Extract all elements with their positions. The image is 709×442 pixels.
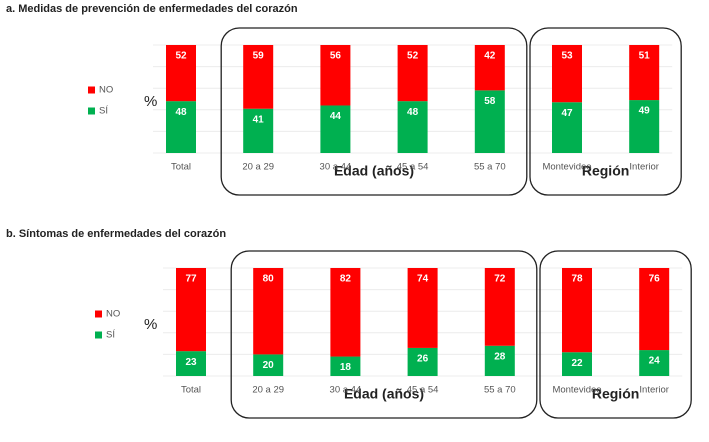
value-label: 22 <box>571 358 583 369</box>
bar-segment <box>397 45 428 102</box>
chart-title: a. Medidas de prevención de enfermedades… <box>6 3 298 15</box>
chart-title: b. Síntomas de enfermedades del corazón <box>6 228 226 240</box>
group-box <box>529 27 682 196</box>
value-label: 80 <box>263 274 275 285</box>
value-label: 59 <box>253 51 265 62</box>
x-tick-label: Total <box>181 385 201 396</box>
value-label: 41 <box>253 114 265 125</box>
bar-segment <box>243 108 274 153</box>
bar-segment <box>320 45 351 106</box>
x-tick-label: 30 a 44 <box>330 385 362 396</box>
group-label: Edad (años) <box>344 386 424 402</box>
bar-segment <box>639 268 670 351</box>
bar-segment <box>629 100 660 153</box>
value-label: 78 <box>571 274 583 285</box>
value-label: 56 <box>330 51 342 62</box>
bar-segment <box>562 352 592 376</box>
y-axis-label: % <box>144 93 157 110</box>
x-tick-label: 20 a 29 <box>252 385 284 396</box>
x-tick-label: 30 a 44 <box>320 162 352 173</box>
bar-segment <box>166 45 196 102</box>
x-tick-label: 20 a 29 <box>242 162 274 173</box>
x-tick-label: 55 a 70 <box>474 162 506 173</box>
bar-segment <box>176 351 206 376</box>
value-label: 18 <box>340 362 352 373</box>
x-tick-label: Interior <box>639 385 669 396</box>
legend-swatch <box>95 331 102 339</box>
x-tick-label: Montevideo <box>552 385 601 396</box>
legend-swatch <box>95 310 102 318</box>
group-label: Edad (años) <box>334 163 414 179</box>
value-label: 24 <box>649 356 661 367</box>
group-box <box>220 27 528 196</box>
group-box <box>230 250 538 419</box>
bar-segment <box>320 105 351 153</box>
bar-segment <box>330 268 361 357</box>
x-tick-label: Interior <box>629 162 659 173</box>
bar-segment <box>639 350 670 376</box>
value-label: 20 <box>263 360 275 371</box>
group-box <box>539 250 692 419</box>
value-label: 72 <box>494 274 506 285</box>
x-tick-label: Total <box>171 162 191 173</box>
value-label: 44 <box>330 111 342 122</box>
value-label: 47 <box>561 108 573 119</box>
bar-segment <box>552 45 582 103</box>
bar-segment <box>330 356 361 376</box>
bar-segment <box>474 45 505 91</box>
bar-segment <box>397 101 428 153</box>
bar-segment <box>474 90 505 153</box>
value-label: 51 <box>639 51 651 62</box>
value-label: 52 <box>407 51 419 62</box>
value-label: 49 <box>639 106 651 117</box>
bar-segment <box>176 268 206 352</box>
y-axis-label: % <box>144 316 157 333</box>
value-label: 48 <box>175 107 187 118</box>
x-tick-label: 45 a 54 <box>407 385 439 396</box>
bar-segment <box>253 354 284 376</box>
bar-segment <box>484 268 515 346</box>
value-label: 58 <box>484 96 496 107</box>
value-label: 77 <box>185 274 197 285</box>
value-label: 74 <box>417 274 429 285</box>
x-tick-label: Montevideo <box>542 162 591 173</box>
legend-label: SÍ <box>106 330 115 341</box>
bar-segment <box>407 347 438 376</box>
group-label: Región <box>592 386 639 402</box>
value-label: 53 <box>561 51 573 62</box>
legend-swatch <box>88 107 95 115</box>
legend-swatch <box>88 86 95 94</box>
legend-label: NO <box>106 309 120 320</box>
x-tick-label: 55 a 70 <box>484 385 516 396</box>
x-tick-label: 45 a 54 <box>397 162 429 173</box>
value-label: 52 <box>175 51 187 62</box>
legend-label: SÍ <box>99 106 108 117</box>
bar-segment <box>166 101 196 153</box>
bar-segment <box>629 45 660 101</box>
value-label: 76 <box>649 274 661 285</box>
bar-segment <box>562 268 592 353</box>
bar-segment <box>552 102 582 153</box>
value-label: 26 <box>417 354 429 365</box>
bar-segment <box>243 45 274 109</box>
value-label: 28 <box>494 351 506 362</box>
value-label: 48 <box>407 107 419 118</box>
bar-segment <box>253 268 284 355</box>
value-label: 23 <box>185 357 197 368</box>
group-label: Región <box>582 163 629 179</box>
value-label: 82 <box>340 274 352 285</box>
legend-label: NO <box>99 85 113 96</box>
bar-segment <box>407 268 438 348</box>
value-label: 42 <box>484 51 496 62</box>
bar-segment <box>484 345 515 376</box>
